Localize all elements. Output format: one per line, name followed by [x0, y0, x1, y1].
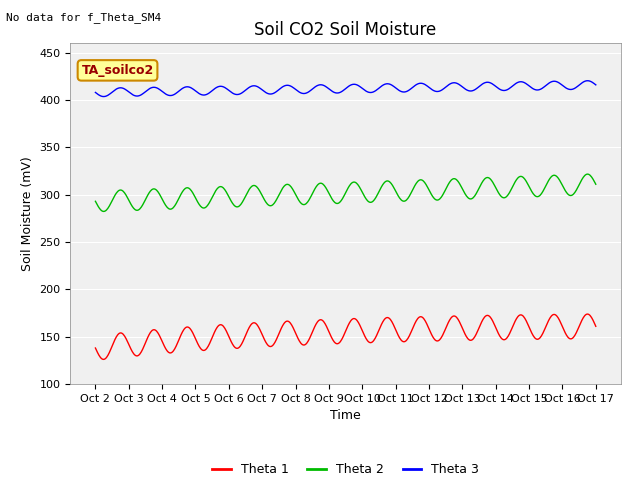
Text: No data for f_Theta_SM4: No data for f_Theta_SM4 [6, 12, 162, 23]
X-axis label: Time: Time [330, 409, 361, 422]
Text: TA_soilco2: TA_soilco2 [81, 64, 154, 77]
Legend: Theta 1, Theta 2, Theta 3: Theta 1, Theta 2, Theta 3 [207, 458, 484, 480]
Title: Soil CO2 Soil Moisture: Soil CO2 Soil Moisture [255, 21, 436, 39]
Y-axis label: Soil Moisture (mV): Soil Moisture (mV) [21, 156, 34, 271]
